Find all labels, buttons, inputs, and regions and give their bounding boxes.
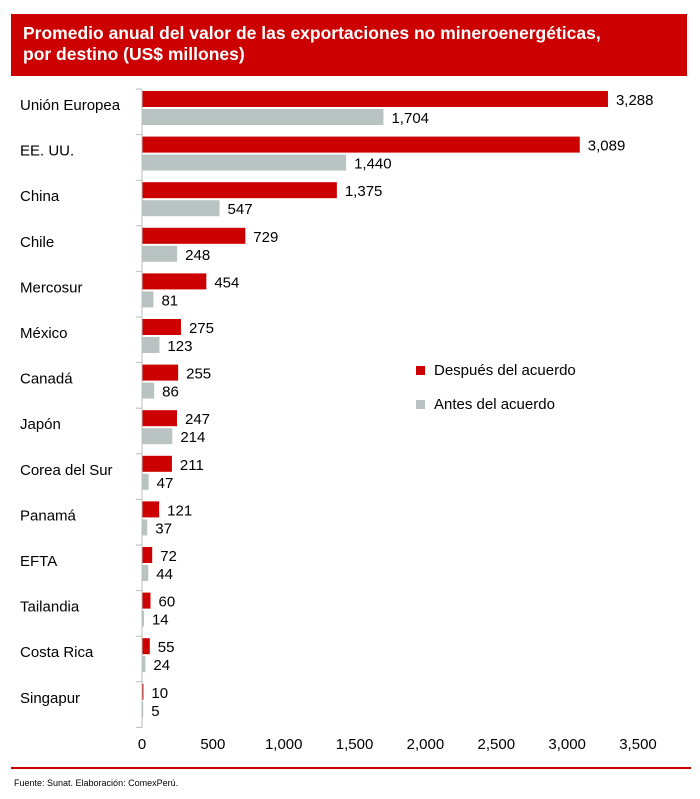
bar-antes	[142, 565, 149, 581]
bar-antes	[142, 656, 146, 673]
data-label: 14	[152, 612, 169, 629]
data-label: 121	[167, 502, 192, 519]
bar-despues	[142, 273, 207, 290]
legend-swatch	[416, 366, 425, 375]
data-label: 255	[186, 366, 211, 383]
bar-despues	[142, 364, 179, 381]
category-label: Japón	[20, 416, 61, 433]
bar-antes	[142, 701, 144, 718]
data-label: 10	[151, 685, 168, 702]
data-label: 247	[185, 411, 210, 428]
bar-antes	[142, 245, 178, 262]
chart-title-line2: por destino (US$ millones)	[23, 44, 245, 64]
bar-despues	[142, 547, 153, 563]
bar-despues	[142, 182, 337, 199]
data-label: 3,288	[616, 92, 654, 109]
category-label: EE. UU.	[20, 143, 74, 160]
legend-swatch	[416, 400, 425, 409]
bar-despues	[142, 592, 151, 609]
bar-antes	[142, 428, 173, 445]
bar-despues	[142, 501, 160, 518]
data-label: 44	[156, 566, 173, 583]
bar-antes	[142, 154, 347, 171]
data-label: 454	[214, 274, 239, 291]
bar-despues	[142, 136, 580, 153]
bar-antes	[142, 109, 384, 125]
bar-despues	[142, 683, 144, 700]
bar-antes	[142, 519, 148, 536]
category-label: Unión Europea	[20, 97, 121, 114]
bar-antes	[142, 200, 220, 217]
footer-divider	[11, 767, 691, 769]
category-label: Canadá	[20, 371, 73, 388]
bar-antes	[142, 382, 155, 399]
data-label: 37	[155, 520, 172, 537]
category-label: Mercosur	[20, 279, 83, 296]
data-label: 547	[228, 201, 253, 218]
bar-antes	[142, 291, 154, 308]
bar-antes	[142, 473, 149, 490]
chart-title-line1: Promedio anual del valor de las exportac…	[23, 23, 601, 43]
data-label: 248	[185, 247, 210, 264]
category-label: Chile	[20, 234, 54, 251]
data-label: 1,440	[354, 156, 392, 173]
data-label: 1,704	[391, 110, 429, 127]
data-label: 214	[180, 429, 205, 446]
category-label: Corea del Sur	[20, 462, 113, 479]
bar-despues	[142, 319, 181, 335]
category-label: EFTA	[20, 553, 57, 570]
data-label: 1,375	[345, 183, 383, 200]
data-label: 47	[157, 475, 174, 492]
bar-despues	[142, 410, 178, 427]
category-label: China	[20, 188, 60, 205]
data-label: 72	[160, 548, 177, 565]
x-tick-label: 3,500	[619, 736, 657, 753]
data-label: 60	[159, 594, 176, 611]
category-label: Panamá	[20, 507, 77, 524]
data-label: 275	[189, 320, 214, 337]
bar-despues	[142, 91, 608, 107]
x-tick-label: 0	[138, 736, 146, 753]
data-label: 5	[151, 703, 159, 720]
bar-antes	[142, 337, 160, 353]
x-tick-label: 2,500	[478, 736, 516, 753]
data-label: 123	[167, 338, 192, 355]
x-tick-label: 500	[200, 736, 225, 753]
bar-despues	[142, 638, 150, 655]
category-label: México	[20, 325, 68, 342]
data-label: 81	[161, 292, 178, 309]
x-tick-label: 3,000	[548, 736, 586, 753]
category-label: Singapur	[20, 690, 80, 707]
data-label: 86	[162, 384, 179, 401]
data-label: 211	[180, 457, 204, 474]
legend-label: Después del acuerdo	[434, 362, 576, 379]
bar-despues	[142, 227, 246, 244]
data-label: 55	[158, 639, 175, 656]
source-note: Fuente: Sunat. Elaboración: ComexPerú.	[14, 778, 179, 788]
data-label: 729	[253, 229, 278, 246]
legend-label: Antes del acuerdo	[434, 396, 555, 413]
data-label: 24	[153, 657, 170, 674]
data-label: 3,089	[588, 138, 626, 155]
x-tick-label: 2,000	[407, 736, 445, 753]
bar-antes	[142, 610, 144, 627]
bar-despues	[142, 455, 172, 472]
category-label: Tailandia	[20, 599, 80, 616]
category-label: Costa Rica	[20, 644, 94, 661]
chart-title: Promedio anual del valor de las exportac…	[11, 14, 687, 76]
x-tick-label: 1,000	[265, 736, 303, 753]
x-tick-label: 1,500	[336, 736, 374, 753]
